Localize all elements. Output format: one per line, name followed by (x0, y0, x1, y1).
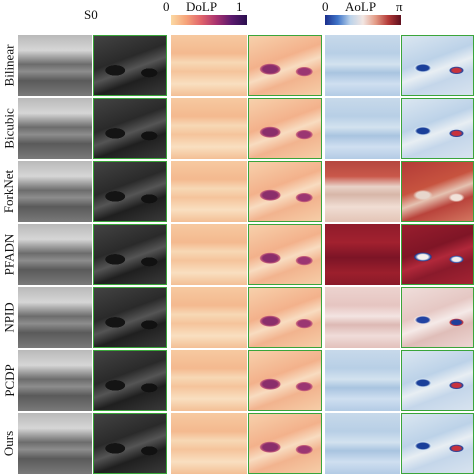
row-label: PFADN (0, 224, 18, 285)
dolp-zoom-image (248, 413, 322, 474)
aolp-full-image (325, 35, 400, 96)
s0-full-image (18, 287, 92, 348)
row-label: ForkNet (0, 161, 18, 222)
aolp-full-image (325, 98, 400, 159)
s0-full-image (18, 98, 92, 159)
s0-full-image (18, 35, 92, 96)
s0-zoom-image (93, 224, 167, 285)
dolp-min-label: 0 (163, 0, 170, 14)
dolp-full-image (171, 35, 247, 96)
row-label: Bilinear (0, 35, 18, 96)
dolp-full-image (171, 287, 247, 348)
aolp-zoom-image (401, 287, 474, 348)
s0-header: S0 (84, 7, 98, 22)
aolp-zoom-image (401, 413, 474, 474)
s0-zoom-image (93, 35, 167, 96)
dolp-full-image (171, 413, 247, 474)
s0-full-image (18, 161, 92, 222)
dolp-zoom-image (248, 224, 322, 285)
dolp-zoom-image (248, 350, 322, 411)
s0-zoom-image (93, 161, 167, 222)
dolp-full-image (171, 224, 247, 285)
dolp-zoom-image (248, 161, 322, 222)
dolp-zoom-image (248, 35, 322, 96)
dolp-full-image (171, 98, 247, 159)
row-label-text: Bicubic (1, 108, 17, 149)
s0-zoom-image (93, 98, 167, 159)
s0-full-image (18, 224, 92, 285)
aolp-full-image (325, 161, 400, 222)
row-label: NPID (0, 287, 18, 348)
aolp-full-image (325, 224, 400, 285)
aolp-full-image (325, 350, 400, 411)
aolp-zoom-image (401, 98, 474, 159)
dolp-max-label: 1 (236, 0, 243, 14)
s0-zoom-image (93, 287, 167, 348)
aolp-zoom-image (401, 350, 474, 411)
aolp-min-label: 0 (322, 0, 329, 14)
aolp-max-label: π (396, 0, 403, 14)
dolp-header: DoLP (186, 0, 218, 14)
dolp-zoom-image (248, 287, 322, 348)
s0-full-image (18, 413, 92, 474)
aolp-colorbar (325, 15, 401, 25)
row-label-text: Bilinear (1, 44, 17, 87)
dolp-colorbar (171, 15, 247, 25)
row-label: Bicubic (0, 98, 18, 159)
dolp-zoom-image (248, 98, 322, 159)
row-label-text: NPID (1, 302, 17, 333)
aolp-zoom-image (401, 35, 474, 96)
row-label-text: PCDP (1, 364, 17, 397)
aolp-full-image (325, 287, 400, 348)
s0-full-image (18, 350, 92, 411)
aolp-header: AoLP (345, 0, 377, 14)
row-label-text: ForkNet (1, 169, 17, 214)
s0-zoom-image (93, 413, 167, 474)
s0-zoom-image (93, 350, 167, 411)
row-label-text: PFADN (1, 233, 17, 276)
row-label-text: Ours (1, 430, 17, 457)
row-label: PCDP (0, 350, 18, 411)
aolp-zoom-image (401, 224, 474, 285)
aolp-zoom-image (401, 161, 474, 222)
dolp-full-image (171, 161, 247, 222)
aolp-full-image (325, 413, 400, 474)
dolp-full-image (171, 350, 247, 411)
row-label: Ours (0, 413, 18, 474)
